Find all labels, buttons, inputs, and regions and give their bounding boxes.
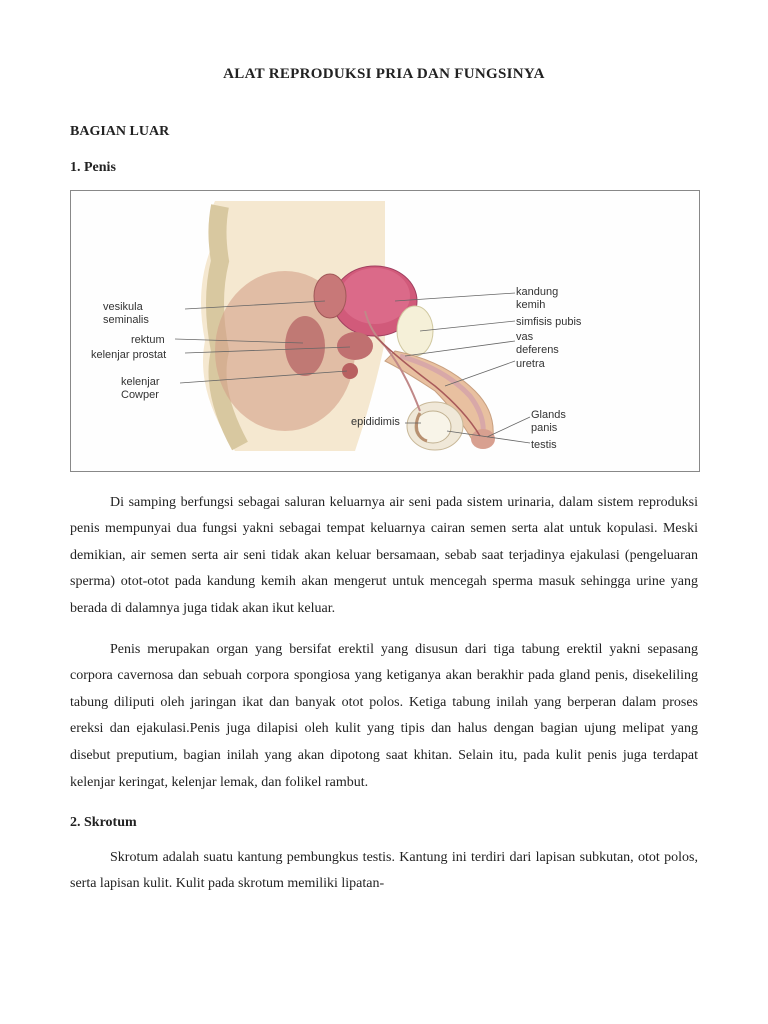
subheading-penis: 1. Penis [70,155,698,182]
paragraph-1: Di samping berfungsi sebagai saluran kel… [70,490,698,623]
label-vas-deferens: vas deferens [516,331,559,357]
label-vesikula-seminalis: vesikula seminalis [103,301,149,327]
label-kandung-kemih: kandung kemih [516,286,558,312]
paragraph-3: Skrotum adalah suatu kantung pembungkus … [70,845,698,898]
paragraph-2: Penis merupakan organ yang bersifat erek… [70,637,698,797]
label-rektum: rektum [131,334,165,347]
document-title: ALAT REPRODUKSI PRIA DAN FUNGSINYA [70,60,698,89]
label-testis: testis [531,439,557,452]
label-kelenjar-cowper: kelenjar Cowper [121,376,160,402]
section-heading-external: BAGIAN LUAR [70,119,698,146]
label-epididimis: epididimis [351,416,400,429]
anatomy-diagram: vesikula seminalis rektum kelenjar prost… [70,190,700,472]
label-uretra: uretra [516,358,545,371]
label-simfisis-pubis: simfisis pubis [516,316,581,329]
label-glands-panis: Glands panis [531,409,566,435]
label-kelenjar-prostat: kelenjar prostat [91,349,166,362]
subheading-skrotum: 2. Skrotum [70,810,698,837]
